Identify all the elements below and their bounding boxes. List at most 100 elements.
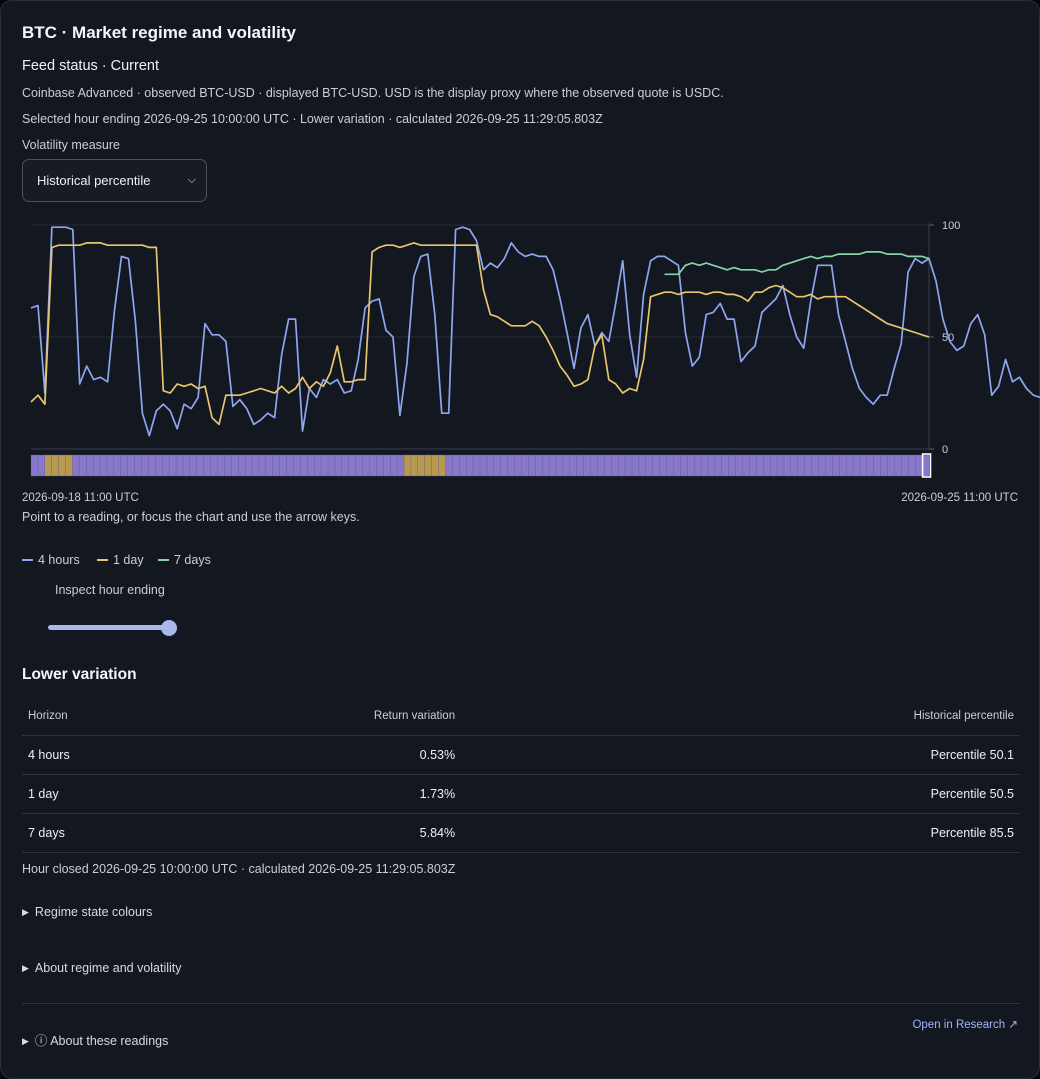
legend-swatch-7d — [158, 558, 169, 561]
regime-cell — [700, 454, 709, 477]
disclosure-triangle-icon: ▶ — [22, 907, 29, 917]
regime-cell — [852, 454, 861, 477]
regime-cell — [72, 454, 80, 477]
col-horizon: Horizon — [22, 697, 290, 736]
regime-cell — [37, 454, 46, 477]
regime-cell — [341, 454, 350, 477]
regime-cell — [590, 454, 598, 477]
legend-label-1d: 1 day — [113, 553, 144, 567]
regime-cell — [134, 454, 142, 477]
regime-cell — [410, 454, 419, 477]
regime-cell — [597, 454, 605, 477]
regime-cell — [866, 454, 875, 477]
cell-return: 0.53% — [289, 735, 462, 775]
regime-cell — [334, 454, 343, 477]
regime-cell — [714, 454, 723, 477]
regime-cell — [396, 454, 405, 477]
regime-cell — [811, 454, 819, 477]
legend-label-7d: 7 days — [174, 553, 211, 567]
regime-cell — [569, 454, 578, 477]
series-line-1-day — [30, 242, 930, 426]
regime-cell — [99, 454, 108, 477]
regime-cell — [92, 454, 101, 477]
regime-colours-disclosure[interactable]: ▶ Regime state colours — [22, 905, 152, 919]
regime-cell — [472, 454, 481, 477]
regime-cell — [528, 454, 536, 477]
regime-cell — [721, 454, 730, 477]
table-row: 4 hours 0.53% Percentile 50.1 — [22, 735, 1020, 775]
regime-cell — [728, 454, 736, 477]
about-readings-disclosure[interactable]: ▶ ⓘ About these readings — [22, 1030, 168, 1049]
regime-cell — [113, 454, 122, 477]
regime-cell — [687, 454, 695, 477]
inspect-slider-track[interactable] — [48, 625, 170, 630]
open-in-research-link[interactable]: Open in Research ↗ — [912, 1019, 1018, 1031]
regime-cell — [521, 454, 529, 477]
regime-cell — [908, 454, 916, 477]
regime-cell — [562, 454, 571, 477]
regime-cell — [459, 454, 467, 477]
regime-cell — [106, 454, 115, 477]
cell-return: 5.84% — [289, 813, 462, 853]
regime-cell — [555, 454, 564, 477]
inspect-slider-thumb[interactable] — [161, 620, 177, 636]
regime-cell — [624, 454, 633, 477]
regime-cell — [224, 454, 232, 477]
regime-cell — [438, 454, 446, 477]
cell-horizon: 1 day — [22, 774, 290, 814]
regime-cell — [500, 454, 509, 477]
regime-cell — [756, 454, 764, 477]
regime-cell — [693, 454, 702, 477]
regime-cell — [127, 454, 135, 477]
regime-cell — [314, 454, 322, 477]
chevron-down-icon: ⌵ — [187, 174, 196, 186]
regime-cell — [279, 454, 287, 477]
regime-cell — [383, 454, 391, 477]
table-row: 1 day 1.73% Percentile 50.5 — [22, 774, 1020, 814]
volatility-measure-select[interactable]: Historical percentile ⌵ — [22, 159, 207, 202]
regime-cell — [514, 454, 522, 477]
legend-swatch-1d — [97, 558, 108, 561]
feed-status: Feed status · Current — [22, 58, 159, 74]
regime-cell — [873, 454, 882, 477]
regime-cell — [776, 454, 785, 477]
regime-cell — [203, 454, 211, 477]
legend-item-7d: 7 days — [158, 553, 211, 567]
col-return-variation: Return variation — [289, 697, 462, 736]
regime-cell — [673, 454, 681, 477]
regime-cell — [196, 454, 205, 477]
regime-cell — [466, 454, 474, 477]
regime-cell — [320, 454, 329, 477]
regime-cell — [742, 454, 750, 477]
regime-cell — [535, 454, 543, 477]
variation-table: Horizon Return variation Historical perc… — [22, 697, 1020, 853]
regime-cell — [362, 454, 370, 477]
table-header-row: Horizon Return variation Historical perc… — [22, 697, 1020, 736]
regime-cell — [797, 454, 806, 477]
regime-cell — [189, 454, 198, 477]
regime-cell — [479, 454, 488, 477]
regime-cell — [839, 454, 847, 477]
regime-cell — [30, 454, 39, 477]
regime-cell — [576, 454, 584, 477]
regime-cell — [645, 454, 654, 477]
cell-percentile: Percentile 85.5 — [461, 813, 1020, 853]
regime-cell — [286, 454, 294, 477]
regime-cell — [486, 454, 495, 477]
regime-cell — [238, 454, 246, 477]
regime-cell — [251, 454, 260, 477]
selected-line: Selected hour ending 2026-09-25 10:00:00… — [22, 112, 603, 126]
about-regime-disclosure[interactable]: ▶ About regime and volatility — [22, 961, 182, 975]
regime-cell — [293, 454, 301, 477]
regime-cell — [231, 454, 239, 477]
regime-cell — [355, 454, 363, 477]
regime-cell — [493, 454, 502, 477]
regime-cell — [272, 454, 281, 477]
regime-cell — [424, 454, 433, 477]
source-line: Coinbase Advanced · observed BTC-USD · d… — [22, 86, 724, 100]
regime-cell — [148, 454, 156, 477]
disclosure-label: About regime and volatility — [34, 961, 182, 975]
regime-cell — [790, 454, 799, 477]
